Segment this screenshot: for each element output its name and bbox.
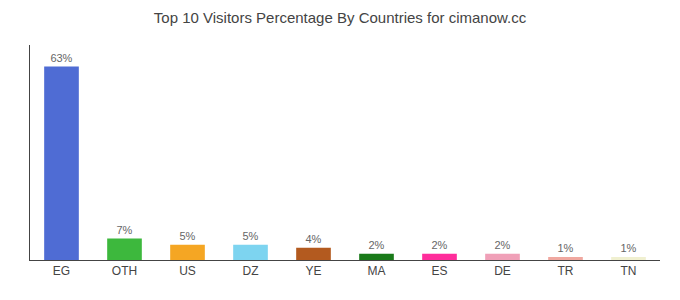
svg-text:DE: DE	[494, 264, 511, 278]
svg-text:1%: 1%	[557, 242, 573, 254]
svg-text:1%: 1%	[620, 242, 636, 254]
svg-text:TR: TR	[558, 264, 574, 278]
svg-text:2%: 2%	[368, 239, 384, 251]
svg-text:OTH: OTH	[112, 264, 137, 278]
svg-text:YE: YE	[305, 264, 321, 278]
svg-text:5%: 5%	[242, 230, 258, 242]
svg-text:DZ: DZ	[243, 264, 259, 278]
svg-text:EG: EG	[53, 264, 70, 278]
svg-text:Top 10 Visitors Percentage By: Top 10 Visitors Percentage By Countries …	[154, 9, 527, 26]
svg-text:TN: TN	[621, 264, 637, 278]
svg-text:5%: 5%	[179, 230, 195, 242]
svg-text:63%: 63%	[50, 52, 72, 64]
svg-text:4%: 4%	[305, 233, 321, 245]
svg-text:2%: 2%	[431, 239, 447, 251]
svg-text:2%: 2%	[494, 239, 510, 251]
svg-text:7%: 7%	[116, 224, 132, 236]
svg-text:US: US	[179, 264, 196, 278]
svg-text:MA: MA	[368, 264, 386, 278]
svg-text:ES: ES	[431, 264, 447, 278]
